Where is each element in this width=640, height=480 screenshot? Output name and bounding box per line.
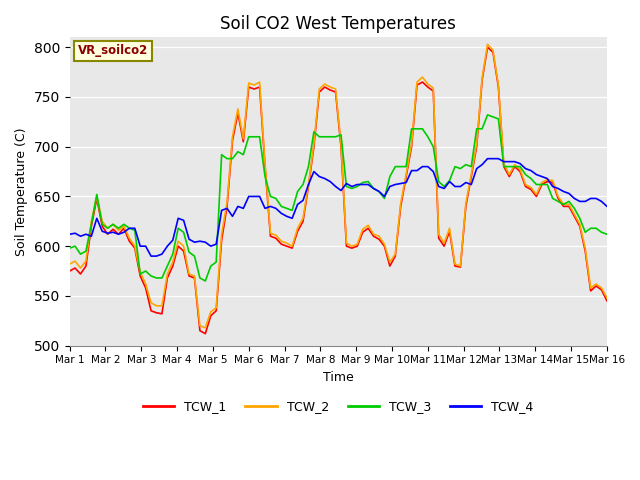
Legend: TCW_1, TCW_2, TCW_3, TCW_4: TCW_1, TCW_2, TCW_3, TCW_4 bbox=[138, 395, 538, 418]
Y-axis label: Soil Temperature (C): Soil Temperature (C) bbox=[15, 127, 28, 256]
X-axis label: Time: Time bbox=[323, 371, 354, 384]
Title: Soil CO2 West Temperatures: Soil CO2 West Temperatures bbox=[220, 15, 456, 33]
Text: VR_soilco2: VR_soilco2 bbox=[77, 44, 148, 57]
